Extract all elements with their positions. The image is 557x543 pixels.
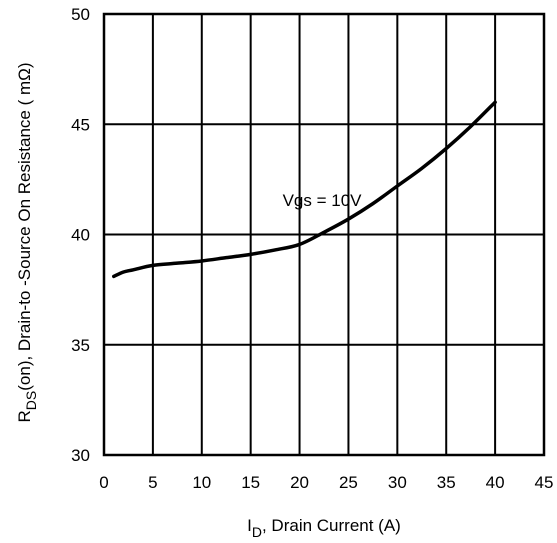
y-tick-labels: 30 35 40 45 50 [71, 5, 90, 465]
x-tick-labels: 0 5 10 15 20 25 30 35 40 45 [99, 473, 553, 492]
y-tick-label: 40 [71, 226, 90, 245]
y-axis-label: RDS(on), Drain-to -Source On Resistance … [15, 63, 39, 423]
x-tick-label: 45 [535, 473, 554, 492]
x-tick-label: 0 [99, 473, 108, 492]
x-tick-label: 35 [437, 473, 456, 492]
x-tick-label: 15 [241, 473, 260, 492]
x-tick-label: 25 [339, 473, 358, 492]
y-tick-label: 30 [71, 446, 90, 465]
y-axis-label-main: R [15, 410, 34, 422]
x-tick-label: 40 [486, 473, 505, 492]
x-tick-label: 10 [192, 473, 211, 492]
x-axis-label-subscript: D [252, 524, 262, 540]
y-tick-label: 35 [71, 336, 90, 355]
y-axis-label-rest: (on), Drain-to -Source On Resistance ( m… [15, 63, 34, 391]
x-tick-label: 5 [148, 473, 157, 492]
y-axis-label-subscript: DS [23, 391, 39, 410]
y-tick-label: 50 [71, 5, 90, 24]
x-axis-label-main: I [247, 516, 252, 535]
series-line [112, 100, 497, 279]
x-axis-label: ID, Drain Current (A) [247, 516, 401, 540]
x-tick-label: 30 [388, 473, 407, 492]
y-tick-label: 45 [71, 115, 90, 134]
series-layer [112, 100, 497, 279]
series-annotation: Vgs = 10V [283, 191, 363, 210]
plot-frame [102, 12, 546, 457]
x-tick-label: 20 [290, 473, 309, 492]
grid-lines [104, 14, 544, 455]
x-axis-label-rest: , Drain Current (A) [262, 516, 401, 535]
